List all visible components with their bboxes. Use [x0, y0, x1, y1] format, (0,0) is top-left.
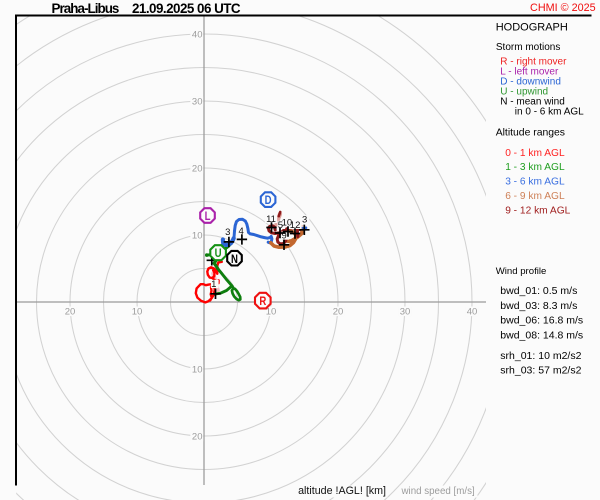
- svg-text:Praha-Libus: Praha-Libus: [52, 1, 119, 16]
- svg-text:in 0 - 6 km AGL: in 0 - 6 km AGL: [515, 107, 584, 118]
- svg-text:1: 1: [211, 279, 216, 290]
- svg-text:10: 10: [266, 306, 277, 317]
- svg-text:N: N: [231, 253, 238, 266]
- svg-text:R - right mover: R - right mover: [500, 57, 567, 68]
- svg-text:wind speed [m/s]: wind speed [m/s]: [401, 486, 475, 497]
- svg-text:20: 20: [65, 306, 76, 317]
- svg-text:srh_01: 10 m2/s2: srh_01: 10 m2/s2: [500, 350, 581, 362]
- svg-text:L - left mover: L - left mover: [500, 67, 559, 78]
- svg-text:U: U: [215, 247, 222, 260]
- svg-text:10: 10: [192, 231, 203, 242]
- svg-text:Storm motions: Storm motions: [496, 42, 560, 53]
- svg-text:CHMI © 2025: CHMI © 2025: [530, 2, 596, 14]
- svg-text:L: L: [205, 210, 211, 223]
- svg-text:bwd_01: 0.5 m/s: bwd_01: 0.5 m/s: [500, 285, 577, 297]
- svg-text:1 - 3 km AGL: 1 - 3 km AGL: [505, 162, 565, 173]
- svg-text:U - upwind: U - upwind: [500, 87, 548, 98]
- svg-text:bwd_06: 16.8 m/s: bwd_06: 16.8 m/s: [500, 315, 583, 327]
- svg-text:12: 12: [290, 220, 301, 231]
- svg-text:5: 5: [278, 220, 283, 231]
- svg-text:0 - 1 km AGL: 0 - 1 km AGL: [505, 148, 565, 159]
- svg-text:20: 20: [333, 306, 344, 317]
- svg-text:D: D: [265, 194, 272, 207]
- svg-text:bwd_08: 14.8 m/s: bwd_08: 14.8 m/s: [500, 329, 583, 341]
- svg-text:3 - 6 km AGL: 3 - 6 km AGL: [505, 177, 565, 188]
- svg-text:srh_03: 57 m2/s2: srh_03: 57 m2/s2: [500, 365, 581, 377]
- svg-text:Wind profile: Wind profile: [496, 266, 547, 277]
- svg-text:30: 30: [192, 97, 203, 108]
- svg-text:4: 4: [239, 226, 244, 237]
- svg-text:9 - 12 km AGL: 9 - 12 km AGL: [505, 205, 570, 216]
- svg-text:6 - 9 km AGL: 6 - 9 km AGL: [505, 191, 565, 202]
- svg-text:21.09.2025 06 UTC: 21.09.2025 06 UTC: [132, 1, 241, 16]
- svg-text:30: 30: [400, 306, 411, 317]
- svg-text:altitude !AGL! [km]: altitude !AGL! [km]: [298, 485, 386, 497]
- svg-text:40: 40: [192, 30, 203, 41]
- svg-text:3: 3: [302, 214, 307, 225]
- svg-text:D - downwind: D - downwind: [500, 77, 561, 88]
- svg-text:40: 40: [467, 306, 478, 317]
- svg-text:11: 11: [266, 214, 276, 225]
- svg-text:HODOGRAPH: HODOGRAPH: [496, 22, 568, 34]
- svg-text:20: 20: [192, 432, 203, 443]
- svg-text:bwd_03: 8.3 m/s: bwd_03: 8.3 m/s: [500, 300, 577, 312]
- svg-text:10: 10: [192, 365, 203, 376]
- svg-text:20: 20: [192, 164, 203, 175]
- svg-text:10: 10: [132, 306, 143, 317]
- svg-text:Altitude ranges: Altitude ranges: [496, 127, 565, 138]
- svg-text:9: 9: [282, 231, 287, 242]
- svg-text:3: 3: [225, 227, 230, 238]
- svg-text:R: R: [259, 295, 266, 308]
- svg-text:N - mean wind: N - mean wind: [500, 97, 564, 108]
- svg-text:10: 10: [282, 217, 293, 228]
